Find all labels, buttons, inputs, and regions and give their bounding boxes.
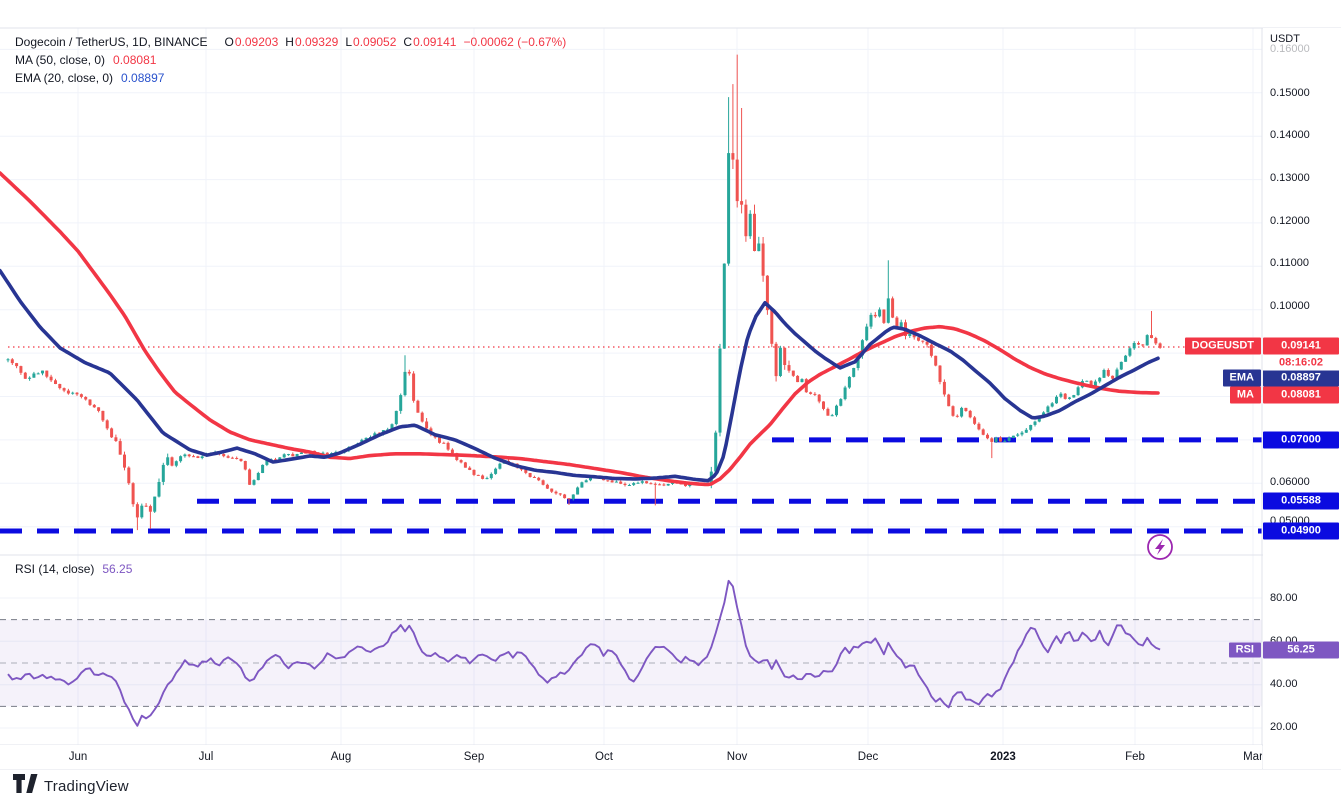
- ema-legend-label: EMA (20, close, 0): [15, 71, 114, 85]
- time-label-jun[interactable]: Jun: [68, 751, 88, 763]
- time-label-nov[interactable]: Nov: [726, 751, 748, 763]
- price-axis-label: 0.15000: [1270, 87, 1310, 99]
- symbol-title[interactable]: Dogecoin / TetherUS, 1D, BINANCE: [15, 35, 208, 49]
- ema-legend-value: 0.08897: [121, 71, 165, 85]
- time-label-jul[interactable]: Jul: [198, 751, 214, 763]
- symbol-legend[interactable]: Dogecoin / TetherUS, 1D, BINANCE O0.09203…: [15, 33, 566, 87]
- flash-idea-icon: [1147, 534, 1173, 560]
- rsi-axis-label: 20.00: [1270, 721, 1298, 733]
- rsi-legend-row[interactable]: RSI (14, close) 56.25: [15, 562, 132, 576]
- price-axis-label: 0.13000: [1270, 172, 1310, 184]
- open-key: O: [224, 35, 234, 49]
- ma-legend-label: MA (50, close, 0): [15, 53, 106, 67]
- price-axis-label: 0.11000: [1270, 257, 1309, 269]
- time-label-2023[interactable]: 2023: [990, 751, 1016, 763]
- time-label-sep[interactable]: Sep: [463, 751, 485, 763]
- close-key: C: [403, 35, 413, 49]
- ma-price-badge: 0.08081: [1263, 386, 1339, 404]
- rsi-axis-label: 80.00: [1270, 592, 1298, 604]
- price-axis-label: 0.06000: [1270, 476, 1310, 488]
- price-scale[interactable]: USDT 0.16000 0.15000 0.14000 0.13000 0.12000 0…: [1263, 28, 1341, 769]
- footer-bar: TradingView: [13, 774, 129, 798]
- high-key: H: [285, 35, 294, 49]
- rsi-legend-value: 56.25: [102, 562, 133, 576]
- open-value: 0.09203: [234, 35, 279, 49]
- ema-name-badge: EMA: [1222, 369, 1261, 387]
- support-price-badge: 0.05588: [1263, 492, 1339, 510]
- ohlc-row[interactable]: Dogecoin / TetherUS, 1D, BINANCE O0.09203…: [15, 33, 566, 51]
- tradingview-logo-text: TradingView: [44, 777, 129, 795]
- rsi-legend-label: RSI (14, close): [15, 562, 95, 576]
- rsi-value-badge: 56.25: [1263, 641, 1339, 659]
- tradingview-logo-icon: [13, 774, 38, 798]
- price-axis-label: 0.10000: [1270, 300, 1310, 312]
- close-value: 0.09141: [413, 35, 457, 49]
- dogeusdt-name-badge: DOGEUSDT: [1184, 337, 1261, 355]
- change-value: −0.00062 (−0.67%): [463, 35, 567, 49]
- support-price-badge: 0.04900: [1263, 522, 1339, 540]
- time-label-feb[interactable]: Feb: [1125, 751, 1145, 763]
- time-label-mar[interactable]: Mar: [1243, 751, 1262, 763]
- time-label-dec[interactable]: Dec: [857, 751, 879, 763]
- ma-legend-row[interactable]: MA (50, close, 0) 0.08081: [15, 51, 566, 69]
- price-axis-label: 0.14000: [1270, 129, 1310, 141]
- price-axis-label: 0.12000: [1270, 215, 1310, 227]
- support-price-badge: 0.07000: [1263, 431, 1339, 449]
- ema-price-badge: 0.08897: [1263, 369, 1339, 387]
- dogeusdt-price-badge: 0.09141: [1263, 337, 1339, 355]
- price-axis-label: 0.16000: [1270, 43, 1310, 55]
- ma-name-badge: MA: [1229, 386, 1261, 404]
- ma-legend-value: 0.08081: [113, 53, 157, 67]
- low-value: 0.09052: [353, 35, 397, 49]
- time-label-oct[interactable]: Oct: [595, 751, 613, 763]
- ema-legend-row[interactable]: EMA (20, close, 0) 0.08897: [15, 69, 566, 87]
- high-value: 0.09329: [294, 35, 339, 49]
- time-axis[interactable]: Jun Jul Aug Sep Oct Nov Dec 2023 Feb Mar: [0, 745, 1262, 769]
- low-key: L: [345, 35, 353, 49]
- bar-countdown: 08:16:02: [1263, 355, 1339, 371]
- time-label-aug[interactable]: Aug: [330, 751, 352, 763]
- price-scale-unit: USDT: [1270, 33, 1300, 45]
- rsi-name-badge: RSI: [1228, 642, 1261, 658]
- rsi-axis-label: 40.00: [1270, 678, 1298, 690]
